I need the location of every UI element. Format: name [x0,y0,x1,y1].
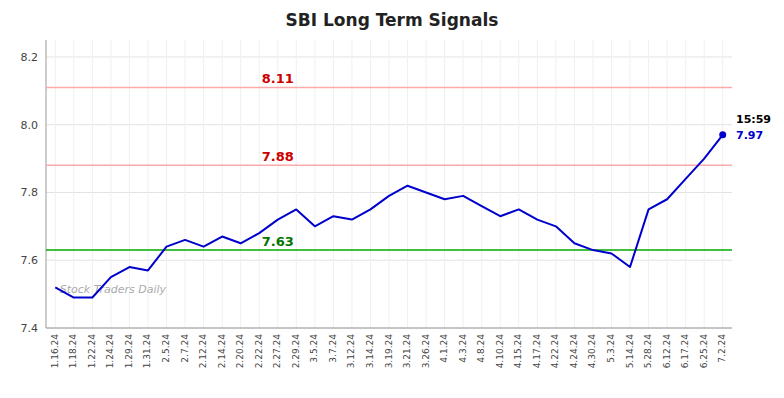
x-axis-line [46,328,732,329]
plot-area [46,87,732,297]
grid-line [185,40,186,328]
x-tick-label: 6.12.24 [662,334,672,369]
x-tick-label: 7.2.24 [717,334,727,363]
price-line [55,135,722,298]
grid-line [222,40,223,328]
x-tick-label: 1.24.24 [105,334,115,369]
x-tick-label: 5.14.24 [625,334,635,369]
grid-line [444,40,445,328]
y-tick-label: 7.8 [21,186,39,199]
x-tick-label: 1.31.24 [142,334,152,369]
x-tick-label: 1.16.24 [50,334,60,369]
grid-line [203,40,204,328]
x-tick-label: 2.7.24 [180,334,190,363]
grid-line [463,40,464,328]
x-tick-label: 2.29.24 [291,334,301,369]
x-tick-label: 2.5.24 [161,334,171,363]
x-tick-label: 6.17.24 [680,334,690,369]
watermark: Stock Traders Daily [60,283,167,296]
level-line [46,87,732,89]
grid-line [500,40,501,328]
x-tick-label: 6.25.24 [699,334,709,369]
last-point-annotation: 7.97 [736,129,763,142]
last-point-annotation: 15:59 [736,113,771,126]
level-label: 7.88 [262,149,294,164]
grid-line [704,40,705,328]
x-tick-label: 4.30.24 [587,334,597,369]
grid-line [407,40,408,328]
level-line [46,165,732,167]
x-tick-label: 2.22.24 [254,334,264,369]
grid-line [166,40,167,328]
grid-line [333,40,334,328]
grid-line [389,40,390,328]
grid-line [722,40,723,328]
x-tick-label: 4.10.24 [495,334,505,369]
y-tick-label: 7.4 [21,322,39,335]
grid-line [685,40,686,328]
grid-line [46,328,732,329]
y-tick-label: 7.6 [21,254,39,267]
x-tick-label: 3.26.24 [421,334,431,369]
grid-line [574,40,575,328]
grid-line [426,40,427,328]
grid-line [55,40,56,328]
x-tick-label: 2.27.24 [272,334,282,369]
level-label: 8.11 [262,71,294,86]
x-tick-label: 3.19.24 [384,334,394,369]
grid-line [555,40,556,328]
y-tick-label: 8.0 [21,119,39,132]
grid-line [592,40,593,328]
title: SBI Long Term Signals [286,10,499,30]
x-tick-label: 1.22.24 [87,334,97,369]
x-tick-label: 2.12.24 [198,334,208,369]
chart: SBI Long Term Signals 7.4 7.6 7.8 8.0 8.2 1.16… [0,0,784,398]
level-label: 7.63 [262,234,294,249]
grid-line [259,40,260,328]
grid [46,40,732,328]
y-axis-line [46,40,47,328]
x-tick-label: 2.20.24 [235,334,245,369]
grid-line [667,40,668,328]
grid-line [240,40,241,328]
grid-line [314,40,315,328]
x-tick-label: 1.29.24 [124,334,134,369]
grid-line [481,40,482,328]
grid-line [648,40,649,328]
x-tick-label: 4.1.24 [439,334,449,363]
grid-line [296,40,297,328]
level-line [46,249,732,251]
x-tick-label: 4.3.24 [458,334,468,363]
grid-line [611,40,612,328]
x-tick-label: 3.12.24 [346,334,356,369]
grid-line [518,40,519,328]
y-tick-label: 8.2 [21,51,39,64]
x-tick-label: 3.7.24 [328,334,338,363]
x-tick-label: 4.22.24 [550,334,560,369]
x-tick-label: 4.24.24 [569,334,579,369]
grid-line [351,40,352,328]
x-tick-label: 4.17.24 [532,334,542,369]
x-tick-label: 2.14.24 [217,334,227,369]
grid-line [537,40,538,328]
grid-line [370,40,371,328]
grid-line [630,40,631,328]
x-tick-label: 1.18.24 [68,334,78,369]
x-tick-label: 4.8.24 [476,334,486,363]
x-tick-label: 3.14.24 [365,334,375,369]
last-point [719,131,726,138]
x-tick-label: 3.5.24 [309,334,319,363]
x-tick-label: 4.15.24 [513,334,523,369]
x-tick-label: 5.3.24 [606,334,616,363]
x-tick-label: 5.28.24 [643,334,653,369]
x-tick-label: 3.21.24 [402,334,412,369]
